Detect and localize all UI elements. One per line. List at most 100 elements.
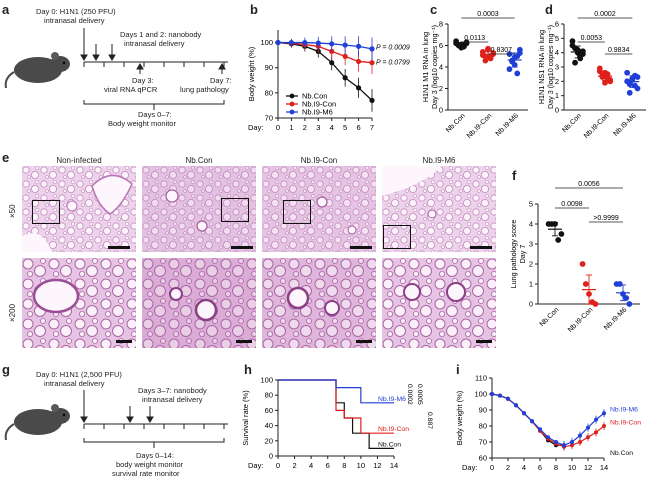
series-label: Nb.I9-M6 [378, 396, 406, 403]
data-point [288, 39, 295, 46]
x-tick-label: Nb.I9-M6 [495, 112, 520, 137]
data-point [586, 435, 590, 440]
inset-box-1 [32, 200, 60, 224]
panel-e-col-4: Nb.I9-M6 [422, 156, 456, 165]
panel-g-diagram [4, 390, 228, 448]
scale-bar [470, 246, 492, 249]
comparison-p-value: 0.0113 [464, 35, 485, 42]
x-tick-label: Nb.Con [539, 306, 561, 328]
y-tick-label: 90 [479, 406, 487, 415]
scale-bar [231, 246, 253, 249]
x-tick-label: Nb.I9-Con [583, 112, 611, 140]
data-point [579, 261, 586, 267]
data-point [302, 39, 308, 46]
panel-a-days12-sub: intranasal delivery [124, 39, 185, 48]
series-line-0 [491, 393, 564, 446]
scale-bar [356, 340, 372, 343]
y-axis-label: H1N1 M1 RNA in lung [421, 32, 430, 102]
series-label: Nb.Con [610, 450, 633, 457]
data-point [594, 430, 598, 435]
y-tick-label: 0 [555, 106, 559, 115]
y-tick-label: 1 [529, 280, 533, 289]
panel-a-diagram [4, 28, 228, 110]
x-tick-label: 14 [600, 463, 608, 472]
y-tick-label: 0 [529, 300, 533, 309]
data-point [558, 231, 565, 237]
y-tick-label: 80 [479, 422, 487, 431]
y-tick-label: 80 [265, 88, 273, 97]
x-tick-label: 6 [538, 463, 542, 472]
p-value: 0.887 [426, 412, 433, 429]
scale-bar [476, 340, 492, 343]
x-tick-label: 1 [289, 123, 293, 132]
x-tick-label: 8 [342, 461, 346, 470]
data-point [634, 74, 641, 80]
y-tick-label: 5 [529, 200, 533, 209]
data-point [546, 435, 550, 440]
comparison-p-value: >0.9999 [593, 215, 619, 222]
series-label: Nb.I9-M6 [610, 407, 638, 414]
chart-f: 0 1 2 3 4 5 Nb.Con Nb.I9-Con Nb.I9-M6 0.0056 0.009… [509, 181, 640, 334]
p-value: 0.0005 [416, 384, 423, 405]
histology-noninfected-x50 [22, 166, 136, 252]
histology-nbi9m6-x50 [382, 166, 496, 252]
data-point [623, 295, 630, 301]
histology-nbi9con-x50 [262, 166, 376, 252]
panel-g-label: g [2, 362, 10, 377]
chart-b: 70 80 90 100 0 1 2 3 4 5 6 7 Day: Body weight (%) Nb.C… [247, 30, 410, 132]
data-point [616, 281, 623, 287]
panel-g-days014-sub1: body weight monitor [116, 460, 184, 469]
y-tick-label: 3 [555, 63, 559, 72]
y-tick-label: 3 [529, 240, 533, 249]
data-point [453, 38, 460, 45]
p-value: P = 0.0799 [376, 60, 410, 67]
x-tick-label: 0 [276, 123, 280, 132]
data-point [479, 52, 486, 59]
panel-a-day3: Day 3: [132, 76, 154, 85]
series-label: Nb.I9-Con [610, 419, 641, 426]
panel-g-days014: Days 0–14: [136, 451, 174, 460]
data-point [355, 43, 362, 49]
x-tick-label: Nb.Con [561, 112, 583, 134]
legend-label: Nb.Con [302, 92, 327, 101]
data-point [596, 68, 603, 75]
y-axis-label: Day 3 (log10 copies mg⁻¹) [546, 25, 555, 109]
series-label: Nb.Con [378, 441, 401, 448]
survival-curve-2 [278, 379, 394, 404]
panel-e-col-1: Non-infected [56, 156, 102, 165]
histology-nbi9con-x200 [262, 258, 376, 348]
x-tick-label: 7 [370, 123, 374, 132]
panel-e-row-2: ×200 [8, 303, 17, 322]
legend-label: Nb.I9-M6 [302, 108, 333, 117]
y-tick-label: 8 [439, 20, 443, 29]
x-tick-label: 2 [303, 123, 307, 132]
data-point [594, 417, 598, 422]
histology-nbi9m6-x200 [382, 258, 496, 348]
data-point [569, 42, 576, 49]
y-tick-label: 4 [529, 220, 533, 229]
data-point [369, 46, 375, 52]
data-point [315, 40, 321, 46]
y-axis-label: Survival rate (%) [241, 390, 250, 446]
x-tick-label: 4 [309, 461, 313, 470]
comparison-p-value: 0.0056 [578, 181, 600, 188]
x-tick-label: 5 [343, 123, 347, 132]
data-point [579, 48, 586, 55]
panel-h-label: h [244, 362, 252, 377]
data-point [355, 85, 362, 91]
y-tick-label: 60 [479, 454, 487, 463]
y-tick-label: 4 [555, 48, 559, 57]
legend-marker [289, 101, 295, 107]
panel-a-days07: Days 0–7: [138, 110, 172, 119]
y-tick-label: 6 [439, 41, 443, 50]
panel-e-label: e [2, 150, 10, 165]
scale-bar [350, 246, 372, 249]
y-tick-label: 70 [479, 438, 487, 447]
comparison-p-value: 0.0003 [477, 11, 499, 18]
y-tick-label: 100 [474, 390, 487, 399]
y-axis-label: Day 7 [518, 245, 527, 264]
panel-e-col-3: Nb.I9-Con [300, 156, 338, 165]
y-tick-label: 6 [555, 20, 559, 29]
comparison-p-value: 0.9834 [608, 47, 630, 54]
y-tick-label: 40 [265, 421, 273, 430]
